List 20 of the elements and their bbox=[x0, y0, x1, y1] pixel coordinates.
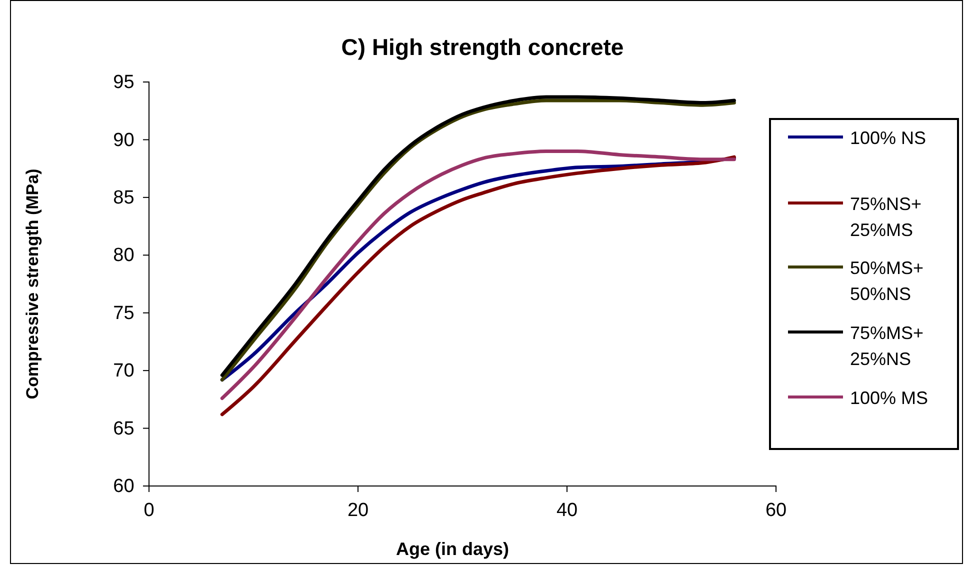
x-tick-label: 60 bbox=[765, 500, 787, 521]
x-tick-label: 0 bbox=[144, 500, 154, 521]
legend-label: 100% NS bbox=[850, 128, 926, 148]
y-tick-label: 80 bbox=[113, 245, 134, 266]
y-tick-label: 65 bbox=[113, 418, 134, 440]
x-axis-title: Age (in days) bbox=[396, 539, 510, 559]
y-tick-label: 60 bbox=[113, 476, 134, 498]
x-tick-label: 40 bbox=[556, 500, 578, 521]
legend-label: 100% MS bbox=[850, 388, 928, 408]
y-axis-title: Compressive strength (MPa) bbox=[23, 168, 42, 400]
x-tick-label: 20 bbox=[347, 500, 369, 521]
y-tick-label: 70 bbox=[113, 360, 134, 382]
legend-label: 75%NS+ 25%MS bbox=[850, 194, 922, 240]
y-tick-label: 85 bbox=[113, 188, 134, 209]
y-tick-label: 95 bbox=[113, 72, 134, 94]
y-tick-label: 90 bbox=[113, 130, 134, 151]
y-tick-label: 75 bbox=[113, 302, 134, 324]
legend-label: 50%MS+ 50%NS bbox=[850, 258, 924, 304]
chart-title: C) High strength concrete bbox=[341, 34, 624, 60]
legend-label: 75%MS+ 25%NS bbox=[850, 323, 924, 370]
